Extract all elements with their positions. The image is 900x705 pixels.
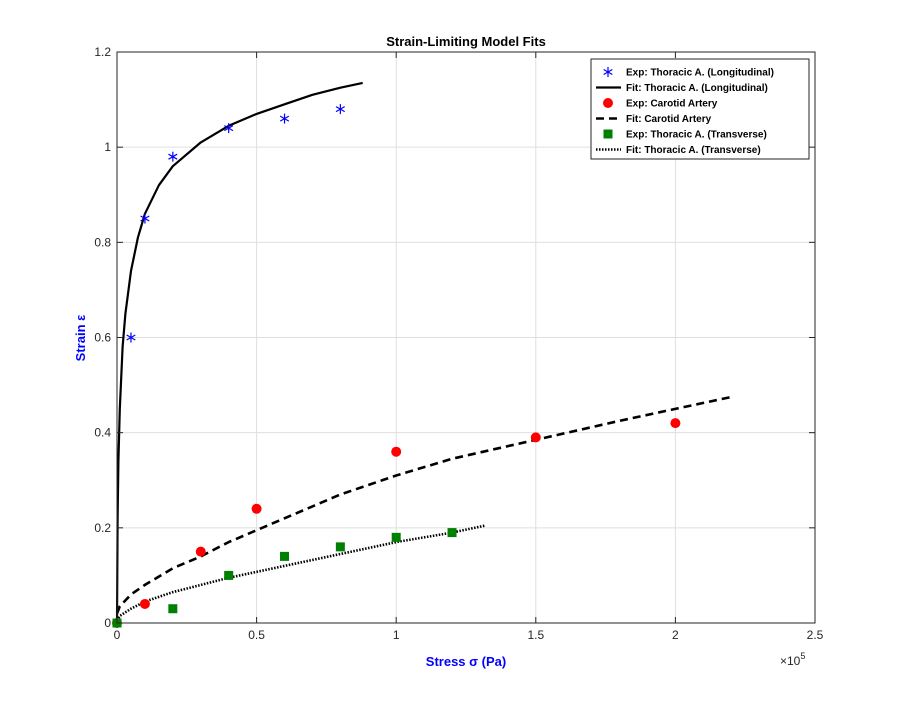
legend-marker-2 [603, 98, 613, 108]
x-tick-label: 1 [393, 628, 400, 642]
legend-entry-label: Exp: Thoracic A. (Transverse) [626, 130, 767, 141]
data-point-asterisk [126, 332, 136, 343]
tick-labels: 0 0.5 1 1.5 2 2.5 0 0.2 0.4 0.6 0.8 1 1.2 [94, 45, 823, 642]
y-tick-label: 0.6 [94, 331, 111, 345]
legend-entry-label: Fit: Carotid Artery [626, 114, 712, 125]
x-tick-label: 0.5 [248, 628, 265, 642]
ticks [116, 51, 816, 624]
data-point-circle [251, 503, 262, 514]
data-point-asterisk [168, 151, 178, 162]
data-point-circle [139, 598, 150, 609]
legend-entry-label: Fit: Thoracic A. (Longitudinal) [626, 83, 768, 94]
x-tick-label: 2 [672, 628, 679, 642]
y-tick-label: 1.2 [94, 45, 111, 59]
legend-marker-0 [603, 67, 613, 77]
data-point-asterisk [335, 104, 345, 115]
series-line-1 [115, 81, 363, 624]
legend-entry-label: Fit: Thoracic A. (Transverse) [626, 145, 761, 156]
x-axis-exponent-power: 5 [800, 651, 805, 661]
y-tick-label: 0 [104, 616, 111, 630]
data-point-circle [195, 546, 206, 557]
legend-box [590, 58, 810, 160]
data-point-circle [530, 432, 541, 443]
series-line-3 [115, 395, 732, 614]
data-point-asterisk [224, 123, 234, 134]
data-point-circle [670, 418, 681, 429]
y-tick-label: 0.4 [94, 426, 111, 440]
data-point-circle [391, 446, 402, 457]
data-point-square [168, 604, 178, 614]
legend-entry-label: Exp: Carotid Artery [626, 99, 718, 110]
legend-marker-4 [603, 129, 613, 139]
y-tick-label: 0.8 [94, 235, 111, 249]
x-tick-label: 1.5 [527, 628, 544, 642]
y-axis-label: Strain ε [73, 315, 88, 362]
x-tick-label: 0 [114, 628, 121, 642]
data-point-asterisk [140, 213, 150, 224]
data-point-asterisk [279, 113, 290, 124]
legend: Exp: Thoracic A. (Longitudinal) Fit: Thor… [590, 58, 810, 160]
data-point-square [391, 532, 401, 542]
x-axis-exponent: ×105 [780, 651, 805, 668]
x-axis-exponent-base: ×10 [780, 654, 801, 668]
data-point-square [335, 542, 345, 552]
y-tick-label: 1 [104, 140, 111, 154]
data-point-square [280, 551, 290, 561]
y-tick-label: 0.2 [94, 521, 111, 535]
data-point-square [224, 570, 234, 580]
data-point-square [447, 528, 457, 538]
legend-entry-label: Exp: Thoracic A. (Longitudinal) [626, 68, 774, 79]
x-tick-label: 2.5 [807, 628, 824, 642]
chart-title: Strain-Limiting Model Fits [386, 34, 546, 49]
x-axis-label: Stress σ (Pa) [426, 654, 506, 669]
